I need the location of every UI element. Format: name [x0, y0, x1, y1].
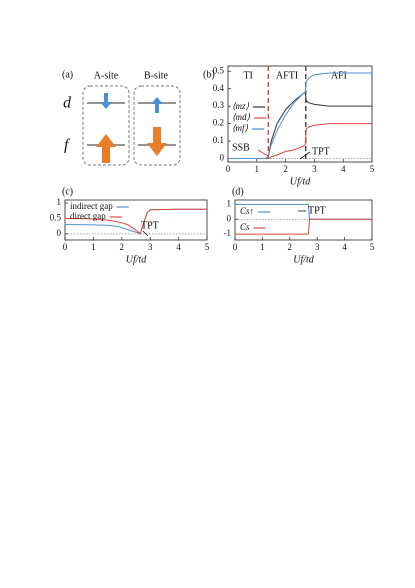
annotation-arrow — [142, 230, 149, 237]
panel-label: (a) — [62, 69, 73, 80]
x-tick-label: 2 — [288, 242, 293, 252]
series-line — [65, 208, 207, 235]
x-tick-label: 2 — [283, 164, 288, 174]
x-tick-label: 5 — [370, 242, 375, 252]
x-tick-label: 1 — [260, 242, 265, 252]
legend-label: ⟨mf⟩ — [232, 123, 249, 133]
legend-label: direct gap — [70, 211, 106, 221]
level-label: f — [64, 137, 71, 154]
x-tick-label: 2 — [120, 242, 125, 252]
region-label: TI — [243, 70, 252, 81]
x-tick-label: 1 — [91, 242, 96, 252]
y-tick-label: 1 — [57, 197, 62, 207]
annotation-arrow — [257, 149, 269, 157]
plot-frame — [227, 65, 373, 163]
y-tick-label: 0.4 — [213, 83, 225, 93]
plot-frame — [234, 199, 373, 241]
legend-label: Cs — [240, 222, 250, 232]
y-tick-label: 0.5 — [213, 65, 225, 75]
annotation: TPT — [308, 205, 326, 216]
legend-label: ⟨md⟩ — [232, 112, 251, 122]
x-tick-label: 4 — [176, 242, 181, 252]
panel-label: (b) — [203, 69, 215, 80]
site-box — [133, 85, 181, 166]
legend-label: Cs↑ — [240, 206, 254, 216]
x-tick-label: 3 — [148, 242, 153, 252]
level-label: d — [63, 95, 72, 112]
y-tick-label: 0 — [227, 213, 232, 223]
x-tick-label: 4 — [342, 242, 347, 252]
x-axis-label: Uf/td — [293, 254, 315, 265]
y-tick-label: 0.2 — [213, 118, 224, 128]
annotation: TPT — [312, 146, 330, 157]
site-label: B-site — [144, 70, 168, 81]
panel-label: (c) — [62, 186, 73, 197]
series-line — [235, 218, 372, 235]
annotation-arrow — [299, 151, 311, 160]
x-tick-label: 0 — [63, 242, 68, 252]
series-line — [228, 72, 372, 159]
panel-label: (d) — [232, 186, 244, 197]
y-tick-label: 0 — [57, 228, 62, 238]
region-label: AFI — [331, 70, 347, 81]
spin-arrow — [100, 93, 112, 109]
y-tick-label: 0.1 — [213, 135, 224, 145]
plot-frame — [64, 199, 208, 241]
x-tick-label: 3 — [315, 242, 320, 252]
spin-arrow — [96, 134, 116, 163]
x-tick-label: 3 — [312, 164, 317, 174]
region-label: AFTI — [276, 70, 298, 81]
legend-label: indirect gap — [70, 201, 113, 211]
y-tick-label: 0 — [220, 153, 225, 163]
x-tick-label: 1 — [255, 164, 260, 174]
legend-label: ⟨mz⟩ — [232, 101, 250, 111]
annotation: TPT — [141, 220, 159, 231]
spin-arrow — [151, 97, 163, 113]
spin-arrow — [147, 127, 167, 156]
y-tick-label: -1 — [224, 228, 232, 238]
x-tick-label: 5 — [205, 242, 210, 252]
site-box — [82, 85, 130, 166]
annotation: SSB — [232, 142, 250, 153]
x-axis-label: Uf/td — [290, 176, 312, 187]
y-tick-label: 1 — [227, 199, 232, 209]
y-tick-label: 0.5 — [50, 213, 62, 223]
x-tick-label: 0 — [226, 164, 231, 174]
x-axis-label: Uf/td — [126, 254, 148, 265]
site-label: A-site — [94, 70, 119, 81]
y-tick-label: 0.3 — [213, 100, 225, 110]
x-tick-label: 0 — [233, 242, 238, 252]
x-tick-label: 4 — [341, 164, 346, 174]
x-tick-label: 5 — [370, 164, 375, 174]
